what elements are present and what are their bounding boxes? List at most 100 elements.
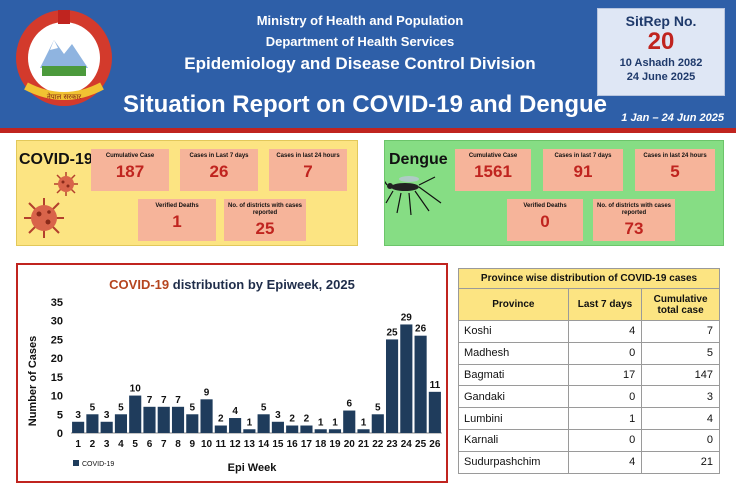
data-label: 1 xyxy=(318,417,324,428)
last7-cell: 1 xyxy=(567,407,643,430)
svg-text:नेपाल सरकार: नेपाल सरकार xyxy=(47,92,81,101)
dengue-last24-value: 5 xyxy=(670,162,680,181)
bar xyxy=(286,425,299,433)
dengue-last7-value: 91 xyxy=(573,162,593,181)
coronavirus-large-icon xyxy=(24,198,64,238)
bar xyxy=(171,406,185,433)
chart-title: COVID-19 distribution by Epiweek, 2025 xyxy=(109,277,355,292)
x-tick-label: 9 xyxy=(190,439,196,450)
bar xyxy=(100,421,113,433)
data-label: 7 xyxy=(175,395,181,406)
bar xyxy=(114,414,128,433)
province-name-cell: Madhesh xyxy=(458,341,569,365)
data-label: 1 xyxy=(247,417,253,428)
bar xyxy=(229,418,242,433)
data-label: 10 xyxy=(130,384,142,395)
data-label: 5 xyxy=(118,402,124,413)
data-label: 29 xyxy=(401,312,413,323)
x-tick-label: 7 xyxy=(161,439,167,450)
legend-swatch xyxy=(73,460,79,466)
col-header-last7: Last 7 days xyxy=(567,288,643,321)
covid-last24-box: Cases in last 24 hours 7 xyxy=(269,149,347,191)
table-row: Gandaki 0 3 xyxy=(458,385,720,409)
sitrep-number: 20 xyxy=(647,28,675,55)
province-name-cell: Gandaki xyxy=(458,385,569,409)
bar xyxy=(343,410,356,433)
dengue-cumulative-box: Cumulative Case 1561 xyxy=(455,149,531,191)
legend-label: COVID-19 xyxy=(82,461,114,468)
province-name-cell: Sudurpashchim xyxy=(458,450,569,474)
department-name: Department of Health Services xyxy=(265,34,455,49)
total-cell: 147 xyxy=(641,363,720,387)
covid-deaths-label: Verified Deaths xyxy=(155,203,199,209)
bar xyxy=(328,429,342,433)
bar xyxy=(86,414,99,433)
total-cell: 5 xyxy=(641,341,720,365)
data-label: 5 xyxy=(261,402,267,413)
x-tick-label: 3 xyxy=(104,439,110,450)
bar xyxy=(243,429,256,433)
data-label: 5 xyxy=(375,402,381,413)
y-tick-label: 20 xyxy=(51,353,63,365)
division-name: Epidemiology and Disease Control Divisio… xyxy=(184,54,536,73)
x-tick-label: 12 xyxy=(230,439,242,450)
x-tick-label: 18 xyxy=(315,439,327,450)
covid-cumulative-box: Cumulative Case 187 xyxy=(91,149,169,191)
chart-legend: COVID-19 xyxy=(73,460,114,468)
x-tick-label: 6 xyxy=(147,439,153,450)
report-header: नेपाल सरकार Ministry of Health and Popul… xyxy=(0,0,736,128)
bar xyxy=(428,391,441,433)
province-table-caption: Province wise distribution of COVID-19 c… xyxy=(458,268,720,289)
x-axis: 1 2 3 4 5 6 7 8 9 10 11 12 13 14 15 16 17 18 19 20 21 22 23 24 2… xyxy=(75,439,441,450)
dengue-cumulative-value: 1561 xyxy=(474,162,512,181)
dengue-districts-box: No. of districts with cases reported 73 xyxy=(593,199,675,241)
province-name-cell: Koshi xyxy=(458,320,569,343)
dengue-last7-box: Cases in last 7 days 91 xyxy=(543,149,623,191)
data-label: 3 xyxy=(104,410,110,421)
header-divider xyxy=(0,128,736,133)
bar xyxy=(400,324,413,433)
x-tick-label: 24 xyxy=(401,439,413,450)
data-label: 5 xyxy=(90,402,96,413)
data-label: 26 xyxy=(415,324,427,335)
col-header-province: Province xyxy=(458,288,569,321)
bar xyxy=(371,414,384,433)
sitrep-date-nepali: 10 Ashadh 2082 xyxy=(619,57,703,69)
bar xyxy=(200,399,213,433)
bar xyxy=(271,421,284,433)
x-tick-label: 23 xyxy=(386,439,398,450)
data-label: 4 xyxy=(232,406,238,417)
y-tick-label: 0 xyxy=(57,428,63,440)
dengue-last24-label: Cases in last 24 hours xyxy=(643,153,707,159)
data-label: 6 xyxy=(346,399,352,410)
bar xyxy=(129,395,142,433)
dengue-deaths-value: 0 xyxy=(540,212,550,231)
total-cell: 21 xyxy=(641,450,720,474)
last7-cell: 4 xyxy=(567,450,643,474)
data-label: 2 xyxy=(218,414,224,425)
data-label: 1 xyxy=(332,417,338,428)
report-title: Situation Report on COVID-19 and Dengue xyxy=(122,91,608,118)
covid-districts-value: 25 xyxy=(255,219,275,238)
y-tick-label: 15 xyxy=(51,372,63,384)
covid-cumulative-label: Cumulative Case xyxy=(105,153,155,159)
x-tick-label: 21 xyxy=(358,439,370,450)
dengue-summary-panel: Dengue Cumulative Case 1561 Cases in las… xyxy=(384,140,724,246)
total-cell: 0 xyxy=(641,428,720,452)
x-tick-label: 4 xyxy=(118,439,124,450)
mosquito-icon xyxy=(385,176,442,216)
dengue-panel-title: Dengue xyxy=(389,151,448,168)
x-tick-label: 17 xyxy=(301,439,313,450)
table-row: Sudurpashchim 4 21 xyxy=(458,450,720,474)
x-tick-label: 26 xyxy=(429,439,441,450)
covid-deaths-box: Verified Deaths 1 xyxy=(138,199,216,241)
x-tick-label: 11 xyxy=(216,439,227,450)
table-row: Karnali 0 0 xyxy=(458,428,720,452)
y-tick-label: 25 xyxy=(51,334,63,346)
covid-last24-value: 7 xyxy=(303,162,313,181)
covid-districts-label: No. of districts with cases reported xyxy=(227,203,303,216)
x-tick-label: 20 xyxy=(344,439,356,450)
dengue-cumulative-label: Cumulative Case xyxy=(468,153,518,159)
covid-summary-panel: COVID-19 Cumulative Case 187 Cases in La… xyxy=(16,140,358,246)
data-label: 7 xyxy=(147,395,153,406)
